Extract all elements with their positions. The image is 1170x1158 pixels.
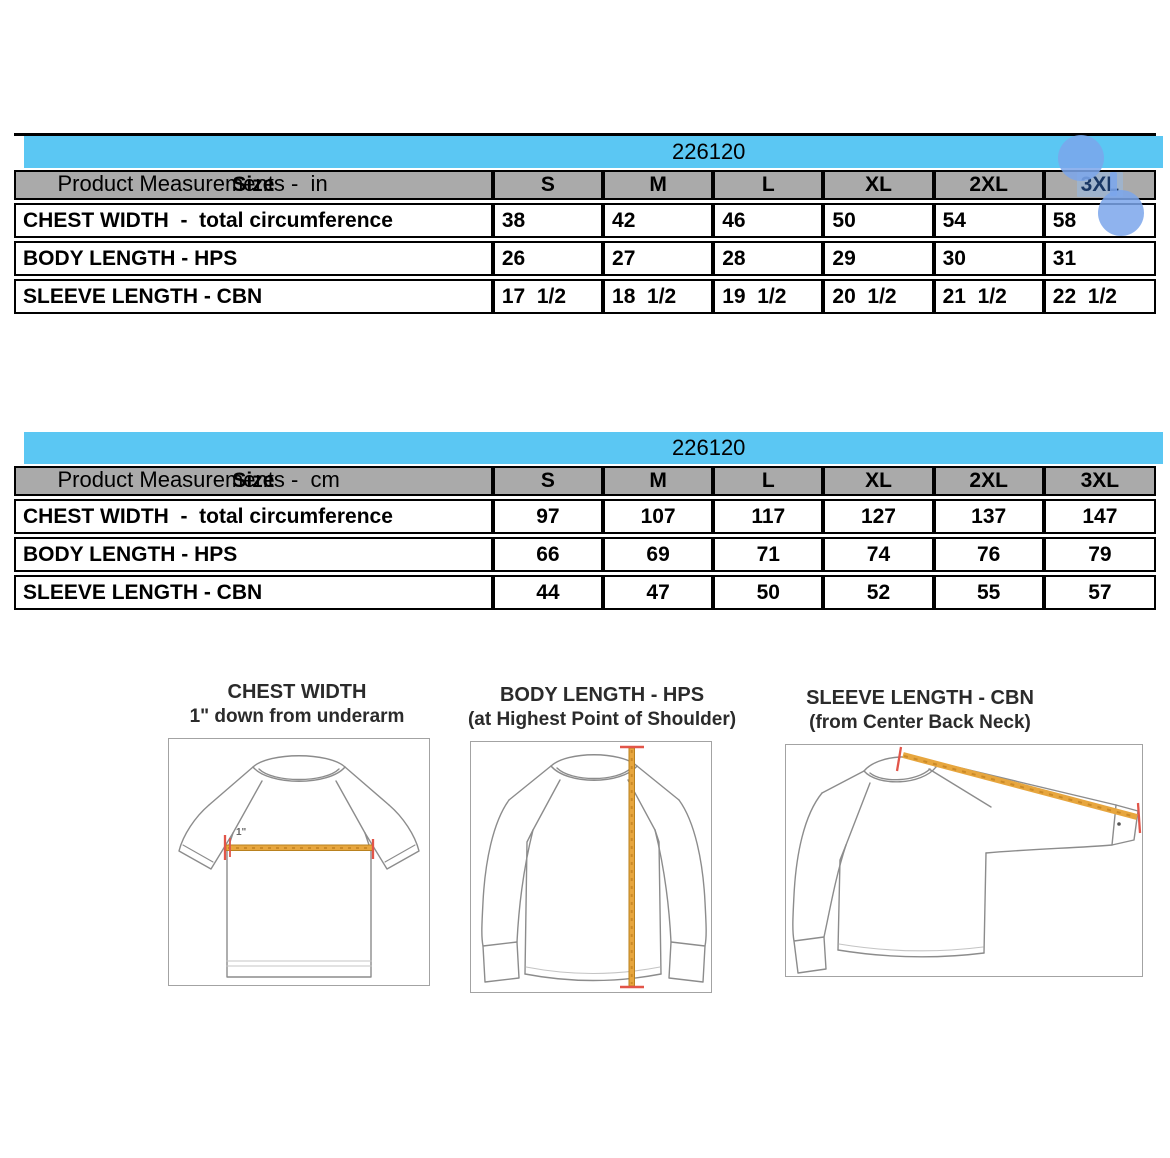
diagram-subtitle: (from Center Back Neck) — [809, 712, 1031, 733]
col-header-3xl: 3XL — [1043, 466, 1156, 496]
col-header-m: M — [603, 466, 714, 496]
text-selection-handle-end[interactable] — [1098, 190, 1144, 236]
value-cell: 47 — [603, 575, 714, 610]
value-cell: 71 — [713, 537, 824, 572]
table-in-title: Product Measurements - in — [57, 171, 328, 196]
row-label: BODY LENGTH - HPS — [14, 537, 493, 572]
text-selection-handle-stem[interactable] — [1110, 172, 1117, 196]
value-cell: 79 — [1043, 537, 1156, 572]
sleeve-length-diagram-label: SLEEVE LENGTH - CBN (from Center Back Ne… — [760, 686, 1080, 734]
body-length-diagram-label: BODY LENGTH - HPS (at Highest Point of S… — [442, 683, 762, 731]
row-sleeve-length: SLEEVE LENGTH - CBN 44 47 50 52 55 57 — [14, 575, 1156, 610]
col-header-2xl: 2XL — [933, 466, 1044, 496]
size-header-label: Size — [14, 170, 493, 200]
value-cell: 137 — [933, 499, 1044, 534]
value-cell: 50 — [823, 203, 934, 238]
value-cell: 26 — [492, 241, 604, 276]
value-cell: 57 — [1043, 575, 1156, 610]
value-cell: 107 — [603, 499, 714, 534]
sleeve-measure-tape — [902, 752, 1138, 820]
body-length-diagram — [470, 741, 712, 993]
measure-tick — [895, 746, 903, 772]
diagram-subtitle: (at Highest Point of Shoulder) — [467, 709, 737, 730]
measure-tick — [1136, 802, 1142, 834]
value-cell: 31 — [1043, 241, 1156, 276]
value-cell: 46 — [713, 203, 824, 238]
value-cell: 50 — [713, 575, 824, 610]
value-cell: 28 — [713, 241, 824, 276]
row-chest-width: CHEST WIDTH - total circumference 38 42 … — [14, 203, 1156, 238]
value-cell: 22 1/2 — [1043, 279, 1156, 314]
size-header-row: Size S M L XL 2XL 3XL — [14, 466, 1156, 496]
table-cm-header: Product Measurements - cm 226120 — [24, 432, 1163, 492]
row-chest-width: CHEST WIDTH - total circumference 97 107… — [14, 499, 1156, 534]
col-header-s: S — [492, 466, 604, 496]
product-code: 226120 — [672, 435, 746, 460]
value-cell: 97 — [492, 499, 604, 534]
row-label: BODY LENGTH - HPS — [14, 241, 493, 276]
table-cm-title: Product Measurements - cm — [57, 467, 340, 492]
row-label: CHEST WIDTH - total circumference — [14, 203, 493, 238]
value-cell: 30 — [933, 241, 1044, 276]
sleeve-length-diagram — [785, 744, 1143, 977]
value-cell: 20 1/2 — [823, 279, 934, 314]
table-in-header: Product Measurements - in 226120 — [24, 136, 1163, 196]
row-sleeve-length: SLEEVE LENGTH - CBN 17 1/2 18 1/2 19 1/2… — [14, 279, 1156, 314]
value-cell: 21 1/2 — [933, 279, 1044, 314]
value-cell: 27 — [603, 241, 714, 276]
table-top-border — [14, 133, 1156, 136]
value-cell: 19 1/2 — [713, 279, 824, 314]
text-selection-handle-start[interactable] — [1058, 135, 1104, 181]
value-cell: 38 — [492, 203, 604, 238]
row-body-length: BODY LENGTH - HPS 26 27 28 29 30 31 — [14, 241, 1156, 276]
value-cell: 76 — [933, 537, 1044, 572]
value-cell: 17 1/2 — [492, 279, 604, 314]
diagram-title: BODY LENGTH - HPS — [499, 684, 705, 706]
one-inch-note: 1" — [236, 827, 247, 838]
chest-width-diagram-label: CHEST WIDTH 1" down from underarm — [137, 680, 457, 728]
value-cell: 44 — [492, 575, 604, 610]
col-header-m: M — [603, 170, 714, 200]
row-label: SLEEVE LENGTH - CBN — [14, 575, 493, 610]
diagram-subtitle: 1" down from underarm — [189, 706, 405, 727]
value-cell: 29 — [823, 241, 934, 276]
value-cell: 52 — [823, 575, 934, 610]
col-header-xl: XL — [823, 170, 934, 200]
measurements-table-cm: Product Measurements - cm 226120 Size S … — [14, 432, 1163, 613]
col-header-l: L — [713, 170, 824, 200]
value-cell: 74 — [823, 537, 934, 572]
diagram-title: CHEST WIDTH — [227, 681, 367, 703]
product-code: 226120 — [672, 139, 746, 164]
row-body-length: BODY LENGTH - HPS 66 69 71 74 76 79 — [14, 537, 1156, 572]
size-header-row: Size S M L XL 2XL 3XL — [14, 170, 1156, 200]
col-header-xl: XL — [823, 466, 934, 496]
value-cell: 117 — [713, 499, 824, 534]
extended-sleeve-shirt-drawing — [785, 744, 1143, 977]
row-label: CHEST WIDTH - total circumference — [14, 499, 493, 534]
col-header-l: L — [713, 466, 824, 496]
diagram-title: SLEEVE LENGTH - CBN — [806, 687, 1034, 709]
size-header-label: Size — [14, 466, 493, 496]
row-label: SLEEVE LENGTH - CBN — [14, 279, 493, 314]
short-sleeve-shirt-drawing: 1" — [168, 738, 430, 986]
measurements-table-in: Product Measurements - in 226120 Size S … — [14, 133, 1163, 317]
value-cell: 55 — [933, 575, 1044, 610]
col-header-s: S — [492, 170, 604, 200]
value-cell: 147 — [1043, 499, 1156, 534]
col-header-3xl: 3XL — [1043, 170, 1156, 200]
value-cell: 66 — [492, 537, 604, 572]
long-sleeve-shirt-drawing — [470, 741, 712, 993]
value-cell: 54 — [933, 203, 1044, 238]
value-cell: 127 — [823, 499, 934, 534]
value-cell: 18 1/2 — [603, 279, 714, 314]
col-header-2xl: 2XL — [933, 170, 1044, 200]
chest-width-diagram: 1" — [168, 738, 430, 986]
value-cell: 69 — [603, 537, 714, 572]
value-cell: 42 — [603, 203, 714, 238]
